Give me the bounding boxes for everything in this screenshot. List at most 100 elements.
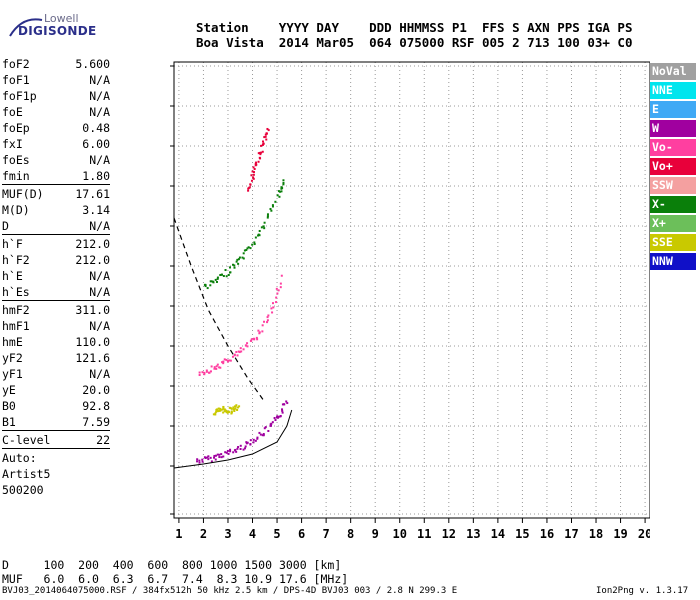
param-value: N/A [89, 269, 110, 283]
trace-point-vo [222, 362, 225, 365]
param-row: yF2 121.6 [2, 350, 110, 366]
trace-point-vo [215, 365, 218, 368]
trace-point-vo [279, 282, 282, 285]
param-label: M(D) [2, 203, 30, 217]
trace-point-w [285, 400, 288, 403]
trace-point-x [276, 194, 279, 197]
param-label: C-level [2, 433, 51, 447]
trace-point-vo [279, 286, 282, 289]
trace-point-x [224, 269, 227, 272]
param-row: C-level 22 [2, 432, 110, 448]
param-value: 20.0 [82, 383, 110, 397]
trace-point-vo [236, 354, 239, 357]
trace-point-vo [250, 339, 253, 342]
x-tick-label: 9 [372, 527, 379, 541]
trace-point-vo [254, 162, 257, 165]
param-row: B0 92.8 [2, 398, 110, 414]
trace-point-w [214, 458, 217, 461]
trace-point-vo [253, 167, 256, 170]
trace-point-w [262, 434, 265, 437]
trace-point-sse [215, 410, 218, 413]
param-separator [2, 234, 110, 235]
trace-point-w [270, 422, 273, 425]
trace-point-vo [209, 370, 212, 373]
param-row: foF2 5.600 [2, 56, 110, 72]
param-label: fxI [2, 137, 23, 151]
trace-point-x [282, 181, 285, 184]
param-label: B0 [2, 399, 16, 413]
trace-point-vo [210, 365, 213, 368]
trace-point-vo [259, 153, 262, 156]
param-row: foF1 N/A [2, 72, 110, 88]
trace-point-vo [262, 142, 265, 145]
trace-point-vo [240, 350, 243, 353]
param-row: hmE 110.0 [2, 334, 110, 350]
x-tick-label: 20 [638, 527, 650, 541]
trace-point-x [249, 247, 252, 250]
trace-point-x [254, 236, 257, 239]
digisonde-logo: Lowell DIGISONDE [4, 8, 104, 42]
trace-point-vo [235, 350, 238, 353]
param-row: foEs N/A [2, 152, 110, 168]
param-label: h`E [2, 269, 23, 283]
param-value: 17.61 [75, 187, 110, 201]
param-value: 110.0 [75, 335, 110, 349]
dashed-profile-curve [173, 217, 266, 403]
trace-point-vo [260, 144, 263, 147]
param-row: B1 7.59 [2, 414, 110, 430]
param-label: foEp [2, 121, 30, 135]
trace-point-x [237, 258, 240, 261]
trace-point-x [216, 276, 219, 279]
trace-point-w [258, 431, 261, 434]
trace-point-vo [227, 359, 230, 362]
trace-point-w [281, 408, 284, 411]
trace-point-vo [246, 342, 249, 345]
trace-point-vo [231, 355, 234, 358]
trace-point-x [222, 275, 225, 278]
trace-point-w [279, 414, 282, 417]
trace-point-w [206, 456, 209, 459]
trace-point-vo [205, 370, 208, 373]
trace-point-w [245, 441, 248, 444]
trace-point-w [226, 449, 229, 452]
param-row: h`F 212.0 [2, 236, 110, 252]
trace-point-sse [227, 410, 230, 413]
param-row: h`Es N/A [2, 284, 110, 300]
legend-item-noval: NoVal [650, 63, 696, 80]
trace-point-sse [229, 407, 232, 410]
x-tick-label: 12 [442, 527, 456, 541]
trace-point-vo [222, 360, 225, 363]
x-tick-label: 11 [417, 527, 431, 541]
trace-point-x [266, 215, 269, 218]
trace-point-vo [249, 183, 252, 186]
trace-point-sse [222, 405, 225, 408]
param-row: yF1 N/A [2, 366, 110, 382]
trace-point-w [281, 403, 284, 406]
x-tick-label: 18 [589, 527, 603, 541]
trace-point-w [281, 411, 284, 414]
trace-point-x [233, 266, 236, 269]
trace-point-w [237, 446, 240, 449]
trace-point-vo [265, 138, 268, 141]
trace-point-w [249, 439, 252, 442]
trace-point-vo [252, 171, 255, 174]
param-row: foEp 0.48 [2, 120, 110, 136]
legend-item-ssw: SSW [650, 177, 696, 194]
trace-point-sse [217, 410, 220, 413]
trace-point-w [220, 453, 223, 456]
trace-point-vo [247, 189, 250, 192]
trace-point-w [275, 416, 278, 419]
trace-point-x [233, 264, 236, 267]
trace-point-vo [229, 359, 232, 362]
param-row: hmF1 N/A [2, 318, 110, 334]
trace-point-w [270, 424, 273, 427]
trace-point-x [243, 249, 246, 252]
trace-point-sse [230, 407, 233, 410]
trace-point-w [227, 452, 230, 455]
trace-point-sse [236, 406, 239, 409]
trace-point-sse [225, 409, 228, 412]
trace-point-w [210, 460, 213, 463]
trace-point-w [239, 447, 242, 450]
trace-point-sse [221, 408, 224, 411]
trace-point-w [216, 453, 219, 456]
